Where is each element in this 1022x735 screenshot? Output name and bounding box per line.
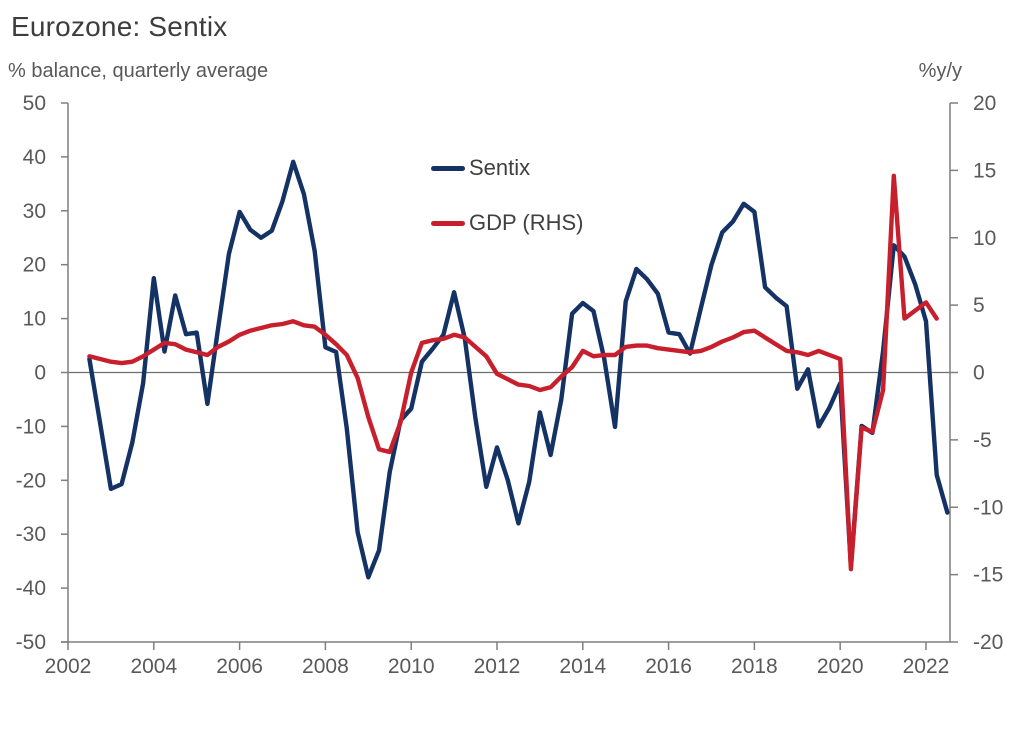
left-axis-tick-label: -10 <box>16 415 46 438</box>
x-axis-tick-label: 2002 <box>45 655 92 678</box>
legend-item-sentix: Sentix <box>431 150 584 186</box>
x-axis-tick-label: 2004 <box>130 655 177 678</box>
x-axis-tick-label: 2010 <box>388 655 435 678</box>
x-axis-tick-label: 2012 <box>474 655 521 678</box>
left-axis-title: % balance, quarterly average <box>8 60 269 82</box>
left-axis-tick-label: 50 <box>23 92 46 115</box>
left-axis-tick-label: 30 <box>23 200 46 223</box>
sentix-line <box>87 159 950 580</box>
left-axis-tick-label: -40 <box>16 577 46 600</box>
x-axis-tick-label: 2006 <box>216 655 263 678</box>
left-axis-tick-label: 20 <box>23 254 46 277</box>
x-axis-tick-label: 2014 <box>559 655 606 678</box>
right-axis-tick-label: 10 <box>973 227 996 250</box>
right-axis-title: %y/y <box>918 60 962 82</box>
gdp-line-swatch-icon <box>431 220 465 226</box>
gdp-rhs-line <box>87 173 939 572</box>
right-axis-tick-label: 5 <box>973 294 985 317</box>
left-axis-tick-label: 0 <box>34 362 46 385</box>
x-axis-tick-label: 2018 <box>731 655 778 678</box>
legend-label-gdp: GDP (RHS) <box>469 210 584 235</box>
left-axis-tick-label: -50 <box>16 631 46 654</box>
legend-label-sentix: Sentix <box>469 155 531 180</box>
right-axis-tick-label: -5 <box>973 429 992 452</box>
right-axis-tick-label: 15 <box>973 159 996 182</box>
left-axis-tick-label: 10 <box>23 308 46 331</box>
right-axis-tick-label: 0 <box>973 362 985 385</box>
legend: Sentix GDP (RHS) <box>431 150 584 260</box>
x-axis-tick-label: 2020 <box>817 655 864 678</box>
left-axis-tick-label: 40 <box>23 146 46 169</box>
right-axis-tick-label: -10 <box>973 496 1003 519</box>
left-axis-tick-label: -30 <box>16 523 46 546</box>
right-axis-tick-label: -15 <box>973 564 1003 587</box>
left-axis-tick-label: -20 <box>16 469 46 492</box>
x-axis-tick-label: 2022 <box>903 655 950 678</box>
x-axis-tick-label: 2016 <box>645 655 692 678</box>
chart-title: Eurozone: Sentix <box>11 11 228 42</box>
right-axis-tick-label: 20 <box>973 92 996 115</box>
right-axis-tick-label: -20 <box>973 631 1003 654</box>
legend-item-gdp: GDP (RHS) <box>431 205 584 241</box>
x-axis-tick-label: 2008 <box>302 655 349 678</box>
sentix-line-swatch-icon <box>431 165 465 171</box>
